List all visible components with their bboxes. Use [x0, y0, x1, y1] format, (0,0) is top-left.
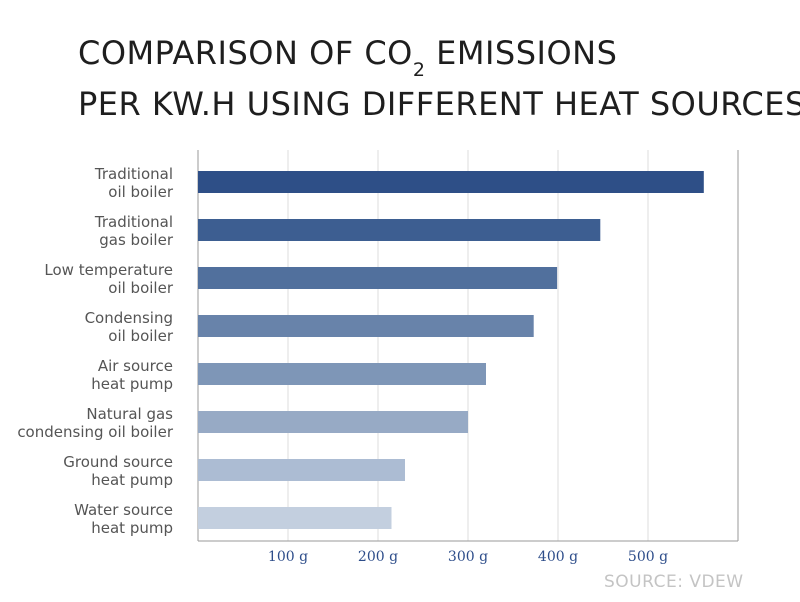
- category-label-line: Traditional: [94, 165, 173, 183]
- category-label-1: Traditional oil boiler: [94, 165, 174, 201]
- category-label-line: Traditional: [94, 213, 173, 231]
- x-tick-label-2: 200 g: [358, 549, 398, 565]
- category-label-4: Condensing oil boiler: [85, 309, 174, 345]
- category-label-line: heat pump: [91, 375, 173, 393]
- x-tick-label-4: 400 g: [538, 549, 578, 565]
- category-label-line: Low temperature: [44, 261, 173, 279]
- category-label-3: Low temperature oil boiler: [44, 261, 173, 297]
- bar-1: [198, 171, 704, 193]
- x-tick-label-3: 300 g: [448, 549, 488, 565]
- title-suffix: EMISSIONS: [425, 34, 618, 72]
- bar-8: [198, 507, 392, 529]
- title-subscript: 2: [412, 59, 426, 81]
- bar-2: [198, 219, 601, 241]
- chart-title-line1: COMPARISON OF CO2 EMISSIONS: [78, 30, 800, 81]
- category-label-2: Traditional gas boiler: [94, 213, 174, 249]
- chart-title: COMPARISON OF CO2 EMISSIONS PER KW.H USI…: [78, 30, 800, 127]
- x-tick-label-1: 100 g: [268, 549, 308, 565]
- bar-6: [198, 411, 468, 433]
- category-label-line: heat pump: [91, 471, 173, 489]
- category-label-line: gas boiler: [99, 231, 174, 249]
- category-label-line: Condensing: [85, 309, 173, 327]
- category-label-line: oil boiler: [108, 279, 174, 297]
- category-label-7: Ground source heat pump: [63, 453, 173, 489]
- bar-4: [198, 315, 534, 337]
- bar-7: [198, 459, 405, 481]
- title-prefix: COMPARISON OF CO: [78, 34, 413, 72]
- category-label-6: Natural gas condensing oil boiler: [17, 405, 174, 441]
- category-label-line: oil boiler: [108, 327, 174, 345]
- category-label-8: Water source heat pump: [74, 501, 173, 537]
- bar-5: [198, 363, 486, 385]
- bar-3: [198, 267, 558, 289]
- chart-title-line2: PER KW.H USING DIFFERENT HEAT SOURCES: [78, 85, 800, 123]
- category-label-line: Water source: [74, 501, 173, 519]
- category-label-line: Ground source: [63, 453, 173, 471]
- category-label-5: Air source heat pump: [91, 357, 173, 393]
- category-label-line: condensing oil boiler: [17, 423, 174, 441]
- category-label-line: oil boiler: [108, 183, 174, 201]
- category-label-line: Natural gas: [86, 405, 173, 423]
- category-label-line: Air source: [98, 357, 173, 375]
- x-tick-label-5: 500 g: [628, 549, 668, 565]
- source-note: SOURCE: VDEW: [604, 572, 744, 592]
- category-label-line: heat pump: [91, 519, 173, 537]
